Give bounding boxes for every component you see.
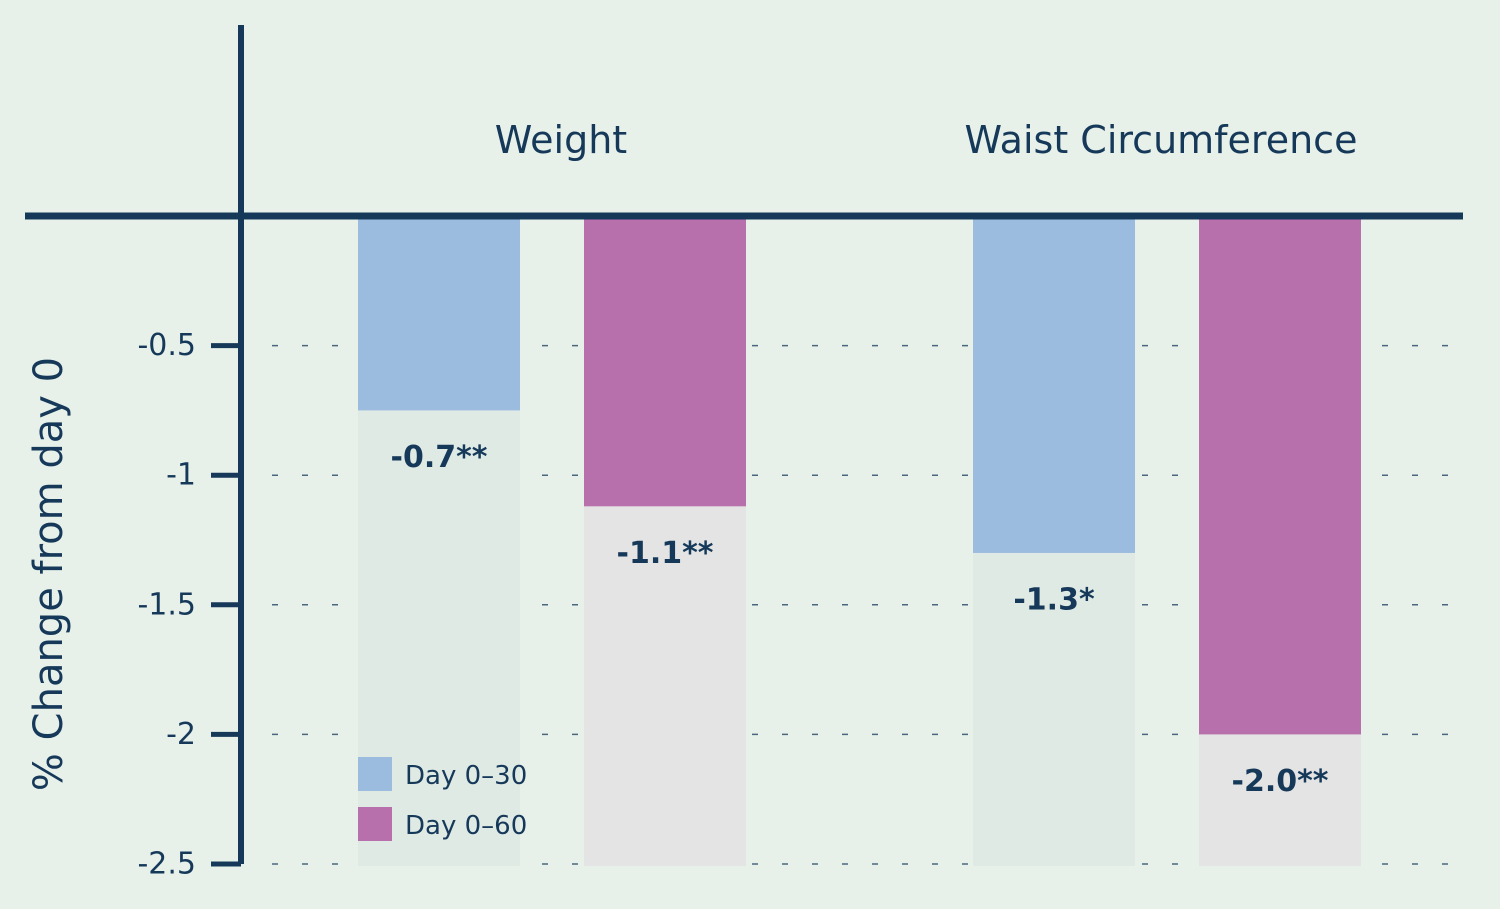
bar [973,216,1135,553]
bar [1199,216,1361,735]
legend-label: Day 0–30 [405,761,527,791]
y-tick-label: -2 [166,717,196,752]
bar [584,216,746,507]
bar-value-label: -1.3* [1013,582,1095,617]
y-tick-label: -1.5 [137,587,196,622]
bar-value-label: -2.0** [1232,764,1329,799]
legend-swatch [358,757,392,791]
axes [25,25,1463,864]
y-axis-label: % Change from day 0 [26,357,72,791]
legend-label: Day 0–60 [405,811,527,841]
legend: Day 0–30 Day 0–60 [358,757,527,841]
y-tick-label: -0.5 [137,328,196,363]
bar-value-label: -1.1** [617,536,714,571]
y-ticks: -0.5 -1 -1.5 -2 -2.5 [137,328,241,882]
bar [358,216,520,411]
y-tick-label: -2.5 [137,847,196,882]
y-tick-label: -1 [166,458,196,493]
bars [358,216,1361,866]
legend-swatch [358,807,392,841]
bar-value-label: -0.7** [391,440,488,475]
category-label: Weight [495,118,627,162]
category-label: Waist Circumference [965,118,1358,162]
labels: Weight Waist Circumference -0.7** -1.3* -1.1… [391,118,1358,799]
